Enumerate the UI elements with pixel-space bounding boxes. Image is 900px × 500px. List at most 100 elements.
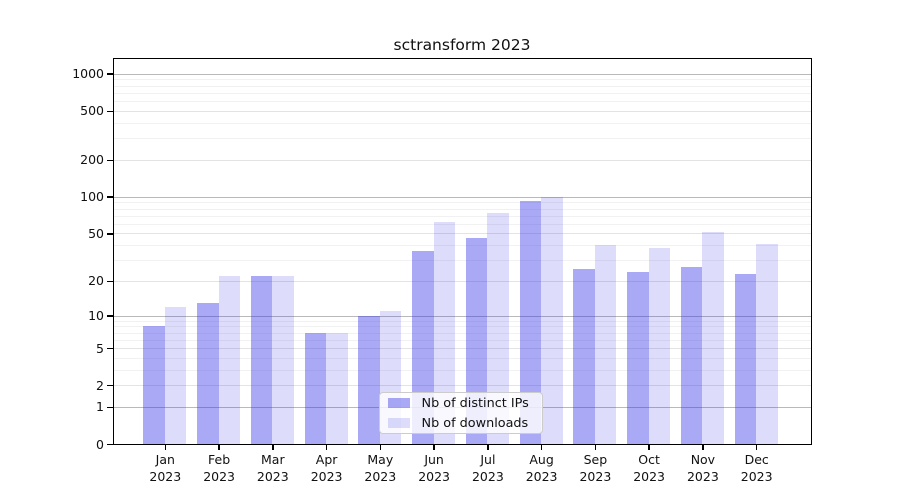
y-tick-mark (107, 280, 113, 283)
y-tick-mark (107, 233, 113, 235)
year-label: 2023 (471, 469, 504, 484)
year-label: 2023 (256, 469, 289, 484)
minor-gridline (113, 320, 811, 322)
year-label: 2023 (740, 469, 773, 484)
y-tick-mark (107, 347, 113, 350)
y-tick-label: 2 (96, 377, 104, 393)
x-tick-label-feb: Feb 2023 (187, 451, 251, 485)
bar-distinct-ips-apr (304, 332, 327, 444)
major-gridline (113, 159, 811, 161)
month-label: Jun (424, 452, 444, 467)
year-label: 2023 (525, 469, 558, 484)
bar-downloads-mar (272, 275, 294, 444)
y-tick-mark (107, 384, 113, 387)
decade-gridline (113, 315, 811, 317)
bar-distinct-ips-jan (143, 326, 165, 444)
decade-gridline (113, 196, 811, 198)
bar-distinct-ips-may (358, 315, 380, 444)
bar-distinct-ips-dec (734, 273, 757, 444)
minor-gridline (113, 138, 811, 140)
month-label: Nov (690, 452, 716, 467)
minor-gridline (113, 259, 811, 261)
y-tick-label: 500 (80, 103, 104, 119)
bar-downloads-sep (594, 245, 617, 444)
major-gridline (113, 110, 811, 112)
minor-gridline (113, 332, 811, 334)
bar-downloads-jul (487, 212, 509, 444)
y-tick-label: 100 (80, 189, 104, 205)
major-gridline (113, 280, 811, 282)
x-tick-mark (594, 445, 597, 450)
y-tick-label: 5 (96, 340, 104, 356)
major-gridline (113, 385, 811, 387)
legend-label-distinct-ips: Nb of distinct IPs (421, 395, 529, 411)
minor-gridline (113, 215, 811, 217)
x-tick-mark (218, 445, 220, 450)
x-tick-label-sep: Sep 2023 (563, 451, 627, 485)
major-gridline (113, 348, 811, 349)
y-tick-mark (107, 110, 113, 112)
month-label: Apr (315, 452, 338, 467)
x-tick-label-jun: Jun 2023 (402, 451, 466, 485)
month-label: Jan (155, 452, 175, 467)
bar-downloads-aug (541, 196, 563, 444)
month-label: Mar (261, 452, 285, 467)
bar-downloads-apr (326, 332, 348, 444)
x-tick-mark (755, 445, 758, 450)
month-label: Oct (638, 452, 660, 467)
y-tick-mark (107, 196, 113, 198)
year-label: 2023 (686, 469, 719, 484)
x-tick-mark (648, 445, 650, 450)
minor-gridline (113, 92, 811, 94)
decade-gridline (113, 73, 811, 75)
bar-distinct-ips-oct (627, 271, 649, 444)
y-tick-mark (107, 406, 113, 409)
bar-distinct-ips-mar (250, 275, 273, 444)
y-tick-label: 10 (88, 308, 104, 323)
x-tick-label-oct: Oct 2023 (617, 451, 681, 485)
x-tick-label-apr: Apr 2023 (295, 451, 359, 485)
bar-distinct-ips-sep (573, 269, 595, 444)
plot-area: Nb of distinct IPs Nb of downloads (112, 58, 812, 445)
bar-distinct-ips-aug (519, 200, 542, 444)
legend: Nb of distinct IPs Nb of downloads (378, 392, 543, 434)
year-label: 2023 (418, 469, 450, 484)
x-tick-label-aug: Aug 2023 (510, 451, 574, 485)
legend-swatch-distinct-ips (387, 398, 410, 408)
x-tick-label-mar: Mar 2023 (241, 451, 305, 485)
x-tick-mark (540, 445, 543, 450)
x-tick-mark (272, 445, 274, 450)
y-tick-label: 50 (88, 225, 104, 241)
major-gridline (113, 233, 811, 235)
y-tick-label: 1000 (72, 66, 104, 82)
year-label: 2023 (579, 469, 612, 484)
year-label: 2023 (149, 469, 182, 484)
minor-gridline (113, 79, 811, 81)
month-label: Dec (744, 452, 769, 467)
legend-swatch-downloads (387, 418, 410, 428)
x-tick-mark (433, 445, 435, 450)
year-label: 2023 (310, 469, 343, 484)
x-tick-mark (379, 445, 382, 450)
minor-gridline (113, 101, 811, 102)
minor-gridline (113, 208, 811, 210)
bar-downloads-feb (218, 275, 241, 444)
minor-gridline (113, 326, 811, 328)
bar-distinct-ips-nov (680, 267, 703, 444)
x-tick-label-jul: Jul 2023 (456, 451, 520, 485)
year-label: 2023 (364, 469, 397, 484)
month-label: Feb (208, 452, 231, 467)
minor-gridline (113, 223, 811, 225)
bar-downloads-jun (433, 221, 456, 444)
x-tick-mark (702, 445, 704, 450)
bar-distinct-ips-feb (197, 302, 219, 444)
x-tick-label-may: May 2023 (348, 451, 412, 485)
minor-gridline (113, 122, 811, 124)
minor-gridline (113, 369, 811, 371)
legend-label-downloads: Nb of downloads (421, 415, 529, 431)
y-tick-mark (107, 315, 113, 317)
minor-gridline (113, 202, 811, 204)
legend-item-distinct-ips: Nb of distinct IPs (380, 395, 542, 411)
year-label: 2023 (203, 469, 235, 484)
